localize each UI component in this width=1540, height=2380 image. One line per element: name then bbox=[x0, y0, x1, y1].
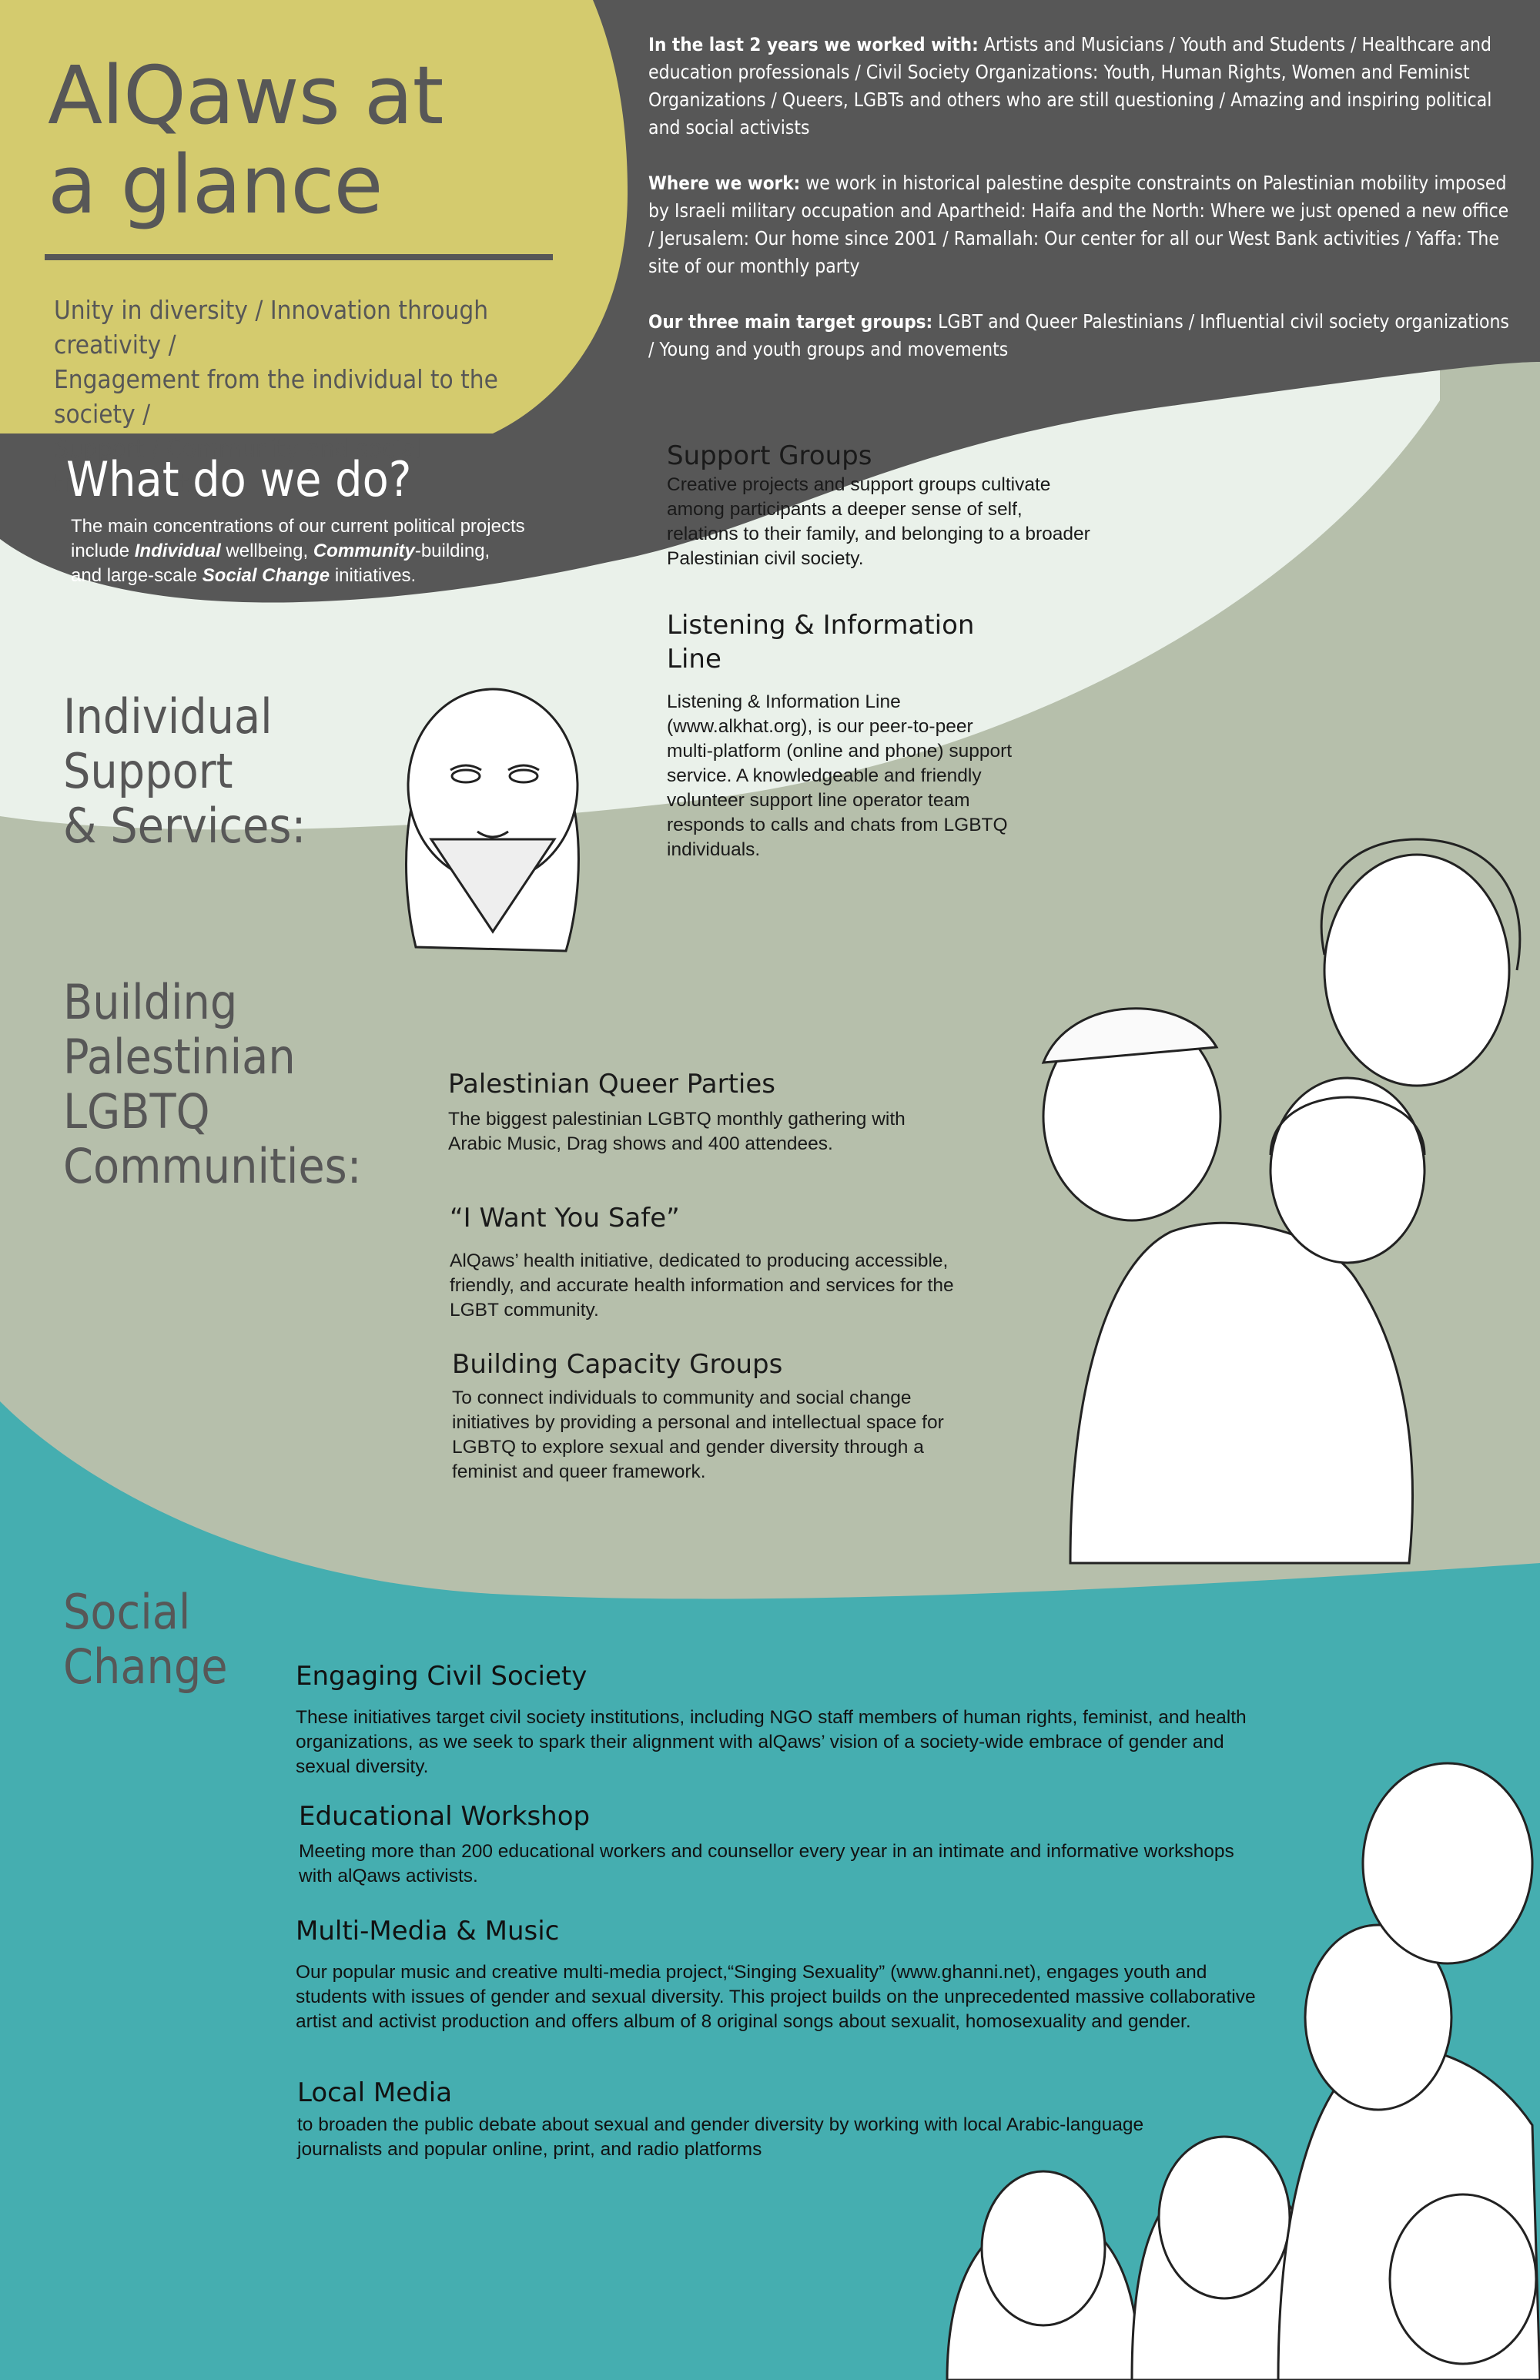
item-title: Listening & Information Line bbox=[667, 610, 975, 675]
community-label-line-3: LGBTQ bbox=[63, 1083, 210, 1140]
item-text: Listening & Information Line (www.alkhat… bbox=[667, 691, 1013, 860]
figure-group-illustration bbox=[1041, 838, 1522, 1565]
values-statement: Unity in diversity / Innovation through … bbox=[54, 293, 562, 500]
item-title: “I Want You Safe” bbox=[450, 1203, 680, 1234]
community-label-line-4: Communities: bbox=[63, 1138, 362, 1194]
item-text: Creative projects and support groups cul… bbox=[667, 474, 1090, 569]
individual-label-line-1: Individual bbox=[63, 688, 273, 745]
intro-worked-with-label: In the last 2 years we worked with: bbox=[648, 34, 979, 55]
page-title-line-1: AlQaws at bbox=[48, 49, 444, 142]
item-title: Support Groups bbox=[667, 440, 872, 471]
item-local-media: Local Media to broaden the public debate… bbox=[297, 2076, 1144, 2162]
wwd-emphasis-social-change: Social Change bbox=[202, 565, 330, 586]
figure-group-bottom-illustration bbox=[946, 1762, 1540, 2380]
section-label-individual: Individual Support & Services: bbox=[63, 689, 306, 853]
item-text: to broaden the public debate about sexua… bbox=[297, 2114, 1144, 2160]
intro-where: Where we work: we work in historical pal… bbox=[648, 169, 1511, 280]
what-we-do-text: The main concentrations of our current p… bbox=[71, 514, 525, 588]
item-civil-society: Engaging Civil Society These initiatives… bbox=[296, 1659, 1258, 1779]
item-capacity-groups: Building Capacity Groups To connect indi… bbox=[452, 1347, 960, 1485]
intro-targets-text: LGBT and Queer Palestinians / Influentia… bbox=[648, 310, 1509, 360]
intro-block: In the last 2 years we worked with: Arti… bbox=[648, 31, 1511, 391]
wwd-emphasis-community: Community bbox=[313, 541, 415, 561]
wwd-text-3: -building, and large-scale bbox=[71, 541, 490, 586]
item-queer-parties: Palestinian Queer Parties The biggest pa… bbox=[448, 1067, 910, 1157]
intro-worked-with: In the last 2 years we worked with: Arti… bbox=[648, 31, 1511, 142]
item-i-want-you-safe: “I Want You Safe” AlQaws’ health initiat… bbox=[450, 1201, 973, 1323]
intro-where-text: we work in historical palestine despite … bbox=[648, 172, 1509, 277]
what-we-do-title: What do we do? bbox=[66, 451, 412, 507]
individual-label-line-2: Support bbox=[63, 743, 233, 799]
item-title: Engaging Civil Society bbox=[296, 1661, 588, 1692]
wwd-emphasis-individual: Individual bbox=[134, 541, 221, 561]
item-title: Multi-Media & Music bbox=[296, 1916, 560, 1947]
item-educational-workshop: Educational Workshop Meeting more than 2… bbox=[299, 1799, 1261, 1889]
item-text: The biggest palestinian LGBTQ monthly ga… bbox=[448, 1109, 906, 1154]
item-title: Palestinian Queer Parties bbox=[448, 1069, 775, 1100]
item-text: These initiatives target civil society i… bbox=[296, 1707, 1247, 1777]
item-text: AlQaws’ health initiative, dedicated to … bbox=[450, 1250, 954, 1321]
wwd-text-4: initiatives. bbox=[334, 565, 417, 586]
figure-woman-keffiyeh-illustration bbox=[405, 688, 580, 952]
intro-targets-label: Our three main target groups: bbox=[648, 311, 933, 333]
item-support-groups: Support Groups Creative projects and sup… bbox=[667, 439, 1098, 571]
item-text: To connect individuals to community and … bbox=[452, 1387, 944, 1482]
item-text: Our popular music and creative multi-med… bbox=[296, 1962, 1256, 2032]
values-line-2: Engagement from the individual to the so… bbox=[54, 364, 498, 429]
item-text: Meeting more than 200 educational worker… bbox=[299, 1841, 1234, 1886]
intro-targets: Our three main target groups: LGBT and Q… bbox=[648, 308, 1511, 363]
community-label-line-1: Building bbox=[63, 974, 238, 1030]
section-label-community: Building Palestinian LGBTQ Communities: bbox=[63, 975, 362, 1193]
wwd-text-1: The main concentrations of our current p… bbox=[71, 516, 525, 561]
page-title-line-2: a glance bbox=[48, 138, 383, 232]
intro-where-label: Where we work: bbox=[648, 172, 801, 194]
item-title: Educational Workshop bbox=[299, 1801, 591, 1832]
social-label-line-1: Social bbox=[63, 1584, 191, 1640]
title-divider bbox=[45, 254, 553, 260]
item-title: Building Capacity Groups bbox=[452, 1349, 783, 1380]
item-title: Local Media bbox=[297, 2077, 453, 2108]
values-line-1: Unity in diversity / Innovation through … bbox=[54, 295, 489, 360]
social-label-line-2: Change bbox=[63, 1639, 228, 1695]
intro-worked-with-text: Artists and Musicians / Youth and Studen… bbox=[648, 33, 1492, 139]
item-listening-line: Listening & Information Line Listening &… bbox=[667, 608, 1021, 862]
values-line-3: Support / Community and social transform… bbox=[54, 433, 422, 498]
section-label-social: Social Change bbox=[63, 1585, 228, 1694]
individual-label-line-3: & Services: bbox=[63, 798, 306, 854]
wwd-text-2: wellbeing, bbox=[226, 541, 309, 561]
page-title: AlQaws at a glance bbox=[48, 51, 541, 229]
community-label-line-2: Palestinian bbox=[63, 1029, 296, 1085]
item-multi-media: Multi-Media & Music Our popular music an… bbox=[296, 1914, 1258, 2034]
